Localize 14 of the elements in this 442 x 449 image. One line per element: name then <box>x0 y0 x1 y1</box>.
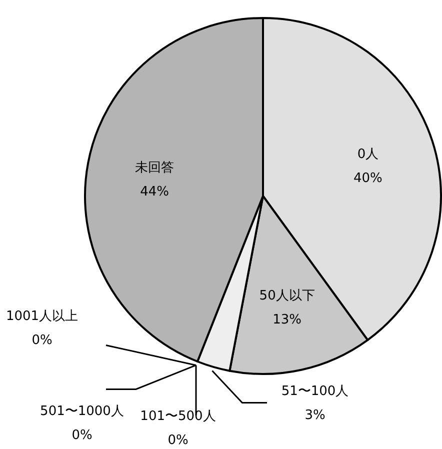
slice-label: 51〜100人 <box>281 384 349 399</box>
data-label: 44% <box>140 184 170 200</box>
text: 0% <box>32 333 52 348</box>
category-label: 1001人以上 <box>6 309 78 324</box>
data-label: 13% <box>272 312 302 328</box>
data-label: 40% <box>354 170 382 186</box>
category-label: 501〜1000人 <box>40 404 124 419</box>
slice-label: 50人以下 <box>259 288 315 304</box>
slice-label: 0人 <box>357 146 379 162</box>
text: 0% <box>72 428 92 443</box>
data-label: 3% <box>304 408 326 423</box>
slice-label: 未回答 <box>135 160 174 176</box>
category-label: 101〜500人 <box>140 409 216 424</box>
text: 0% <box>168 433 188 448</box>
